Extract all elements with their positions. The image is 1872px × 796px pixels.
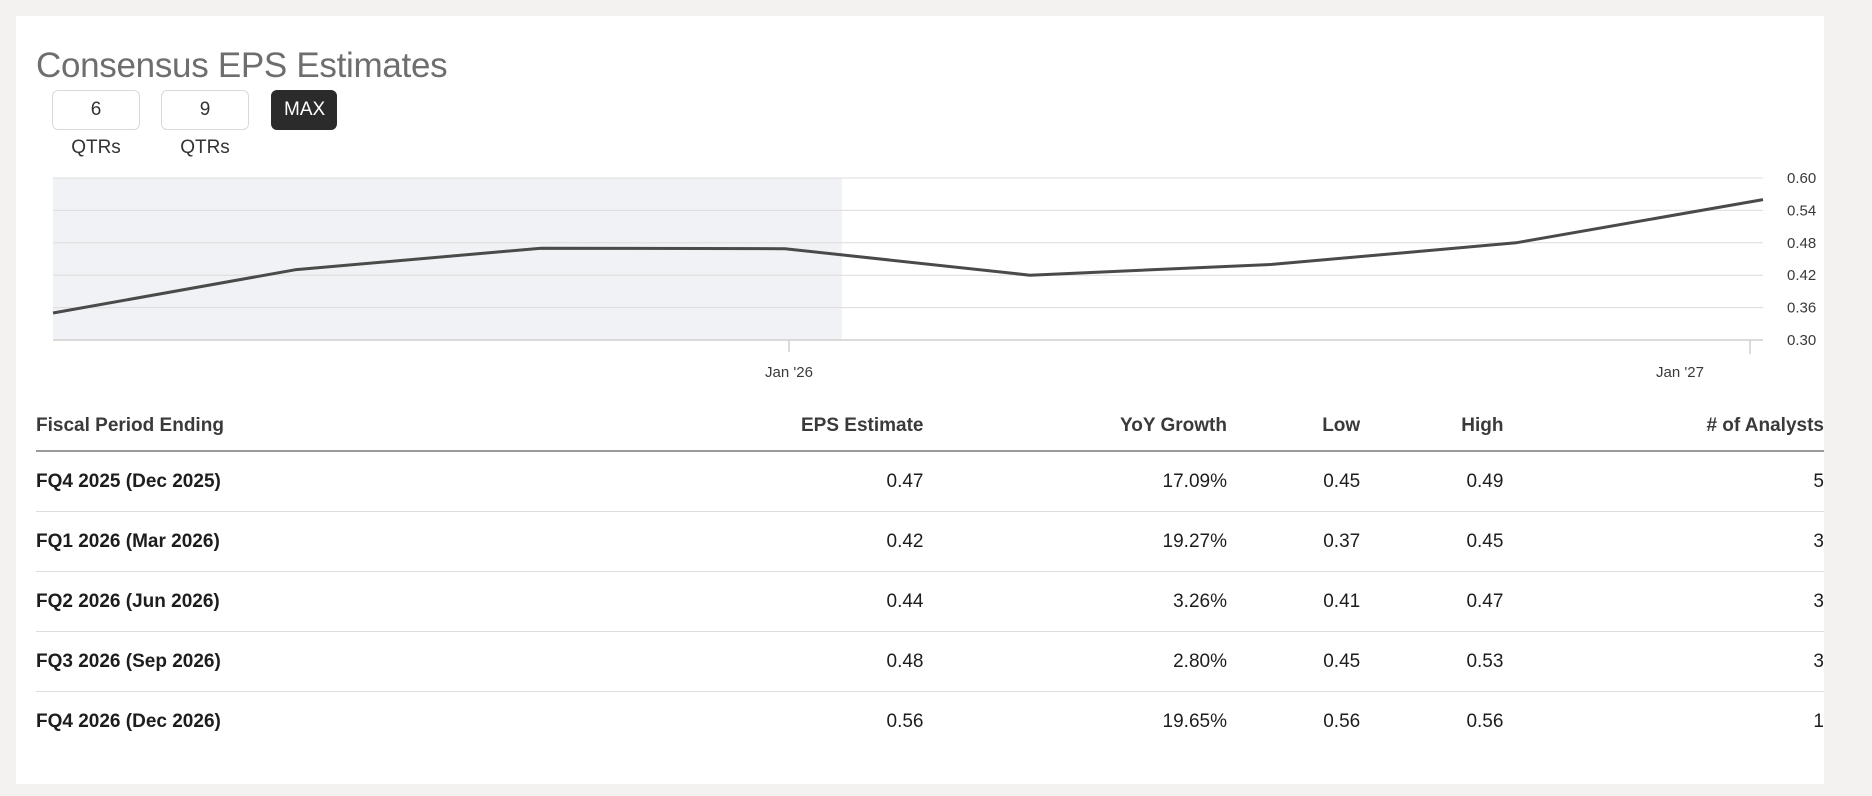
cell-analysts: 3 [1503,511,1824,572]
y-tick-label: 0.60 [1787,170,1816,187]
cell-eps-estimate: 0.56 [886,710,924,732]
table-row: FQ3 2026 (Sep 2026) 0.48 2.80% 0.45 0.53… [36,631,1824,692]
history-shaded-region [53,178,842,340]
eps-line-chart: 0.60 0.54 0.48 0.42 0.36 0.30 Jan '26 Jan '27 [52,170,1816,381]
cell-yoy-growth: 2.80% [923,631,1227,692]
column-header-fiscal-period[interactable]: Fiscal Period Ending [36,402,597,452]
cell-high: 0.53 [1360,631,1504,692]
cell-eps-estimate: 0.42 [596,511,924,572]
cell-low: 0.45 [1226,451,1361,512]
range-button-6-qtrs[interactable]: 6 QTRs [52,90,140,158]
y-tick-label: 0.42 [1787,267,1816,284]
column-header-low[interactable]: Low [1226,402,1361,452]
x-tick-label-jan-26: Jan '26 [765,364,813,381]
table-row: FQ4 2026 (Dec 2026) 0.56 19.65% 0.56 0.5… [36,692,1824,752]
x-axis: Jan '26 Jan '27 [765,340,1751,381]
y-tick-label: 0.48 [1787,235,1816,252]
cell-fiscal-period: FQ4 2026 (Dec 2026) [36,710,221,732]
cell-analysts: 5 [1503,451,1824,512]
column-header-eps-estimate[interactable]: EPS Estimate [596,402,924,452]
range-button-9-qtrs[interactable]: 9 QTRs [161,90,249,158]
cell-fiscal-period: FQ2 2026 (Jun 2026) [36,571,597,632]
range-button-max[interactable]: MAX [271,90,337,130]
cell-high: 0.45 [1360,511,1504,572]
cell-eps-estimate: 0.48 [596,631,924,692]
cell-high: 0.49 [1360,451,1504,512]
y-tick-label: 0.54 [1787,202,1816,219]
cell-yoy-growth: 3.26% [923,571,1227,632]
cell-yoy-growth: 19.27% [923,511,1227,572]
y-tick-label: 0.30 [1787,332,1816,349]
table-header-row: Fiscal Period Ending EPS Estimate YoY Gr… [36,402,1824,452]
cell-high: 0.47 [1360,571,1504,632]
cell-analysts: 3 [1503,571,1824,632]
page-title: Consensus EPS Estimates [36,46,448,85]
cell-analysts: 3 [1503,631,1824,692]
x-tick-label-jan-27: Jan '27 [1656,364,1704,381]
cell-fiscal-period: FQ3 2026 (Sep 2026) [36,631,597,692]
cell-yoy-growth: 19.65% [1162,710,1227,732]
cell-high: 0.56 [1466,710,1504,732]
cell-low: 0.41 [1226,571,1361,632]
column-header-yoy-growth[interactable]: YoY Growth [923,402,1227,452]
cell-eps-estimate: 0.47 [596,451,924,512]
table-row: FQ1 2026 (Mar 2026) 0.42 19.27% 0.37 0.4… [36,511,1824,572]
chart-gridlines [53,177,1763,341]
table-row: FQ2 2026 (Jun 2026) 0.44 3.26% 0.41 0.47… [36,571,1824,632]
y-tick-label: 0.36 [1787,300,1816,317]
table-row: FQ4 2025 (Dec 2025) 0.47 17.09% 0.45 0.4… [36,451,1824,512]
cell-low: 0.45 [1226,631,1361,692]
y-axis: 0.60 0.54 0.48 0.42 0.36 0.30 [1787,170,1816,349]
cell-low: 0.37 [1226,511,1361,572]
cell-yoy-growth: 17.09% [923,451,1227,512]
cell-fiscal-period: FQ4 2025 (Dec 2025) [36,451,597,512]
eps-series-line [52,198,1764,315]
column-header-high[interactable]: High [1360,402,1504,452]
cell-fiscal-period: FQ1 2026 (Mar 2026) [36,511,597,572]
cell-eps-estimate: 0.44 [596,571,924,632]
cell-analysts: 1 [1813,710,1824,732]
cell-low: 0.56 [1323,710,1361,732]
eps-estimates-table: Fiscal Period Ending EPS Estimate YoY Gr… [36,402,1824,751]
column-header-analysts[interactable]: # of Analysts [1503,402,1824,452]
